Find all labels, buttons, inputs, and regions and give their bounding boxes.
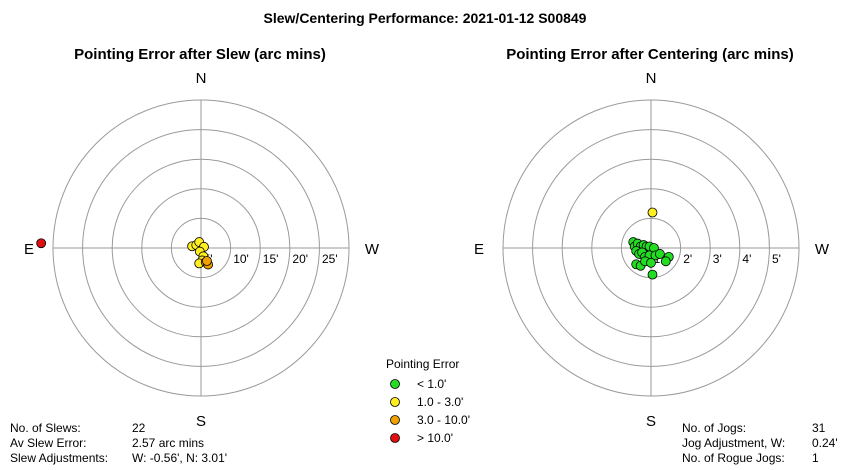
centering-ring-label-2: 2': [683, 252, 692, 266]
data-point: [647, 207, 658, 218]
centering-label-south: S: [646, 413, 656, 430]
legend-item: > 10.0': [390, 431, 453, 445]
slew-ring-label-10: 10': [233, 252, 249, 266]
slew-points: [36, 237, 214, 270]
jog-info: No. of Jogs: 31 Jog Adjustment, W: 0.24'…: [682, 421, 838, 465]
centering-label-north: N: [646, 70, 657, 87]
centering-points: [628, 207, 674, 280]
data-point: [654, 249, 665, 259]
legend-title: Pointing Error: [386, 357, 459, 371]
avg-slew-error-value: 2.57 arc mins: [132, 436, 204, 450]
slew-adjustments-label: Slew Adjustments:: [10, 451, 108, 465]
legend-item: 3.0 - 10.0': [390, 413, 470, 427]
slew-ring-label-20: 20': [292, 252, 308, 266]
slew-label-north: N: [196, 70, 207, 87]
centering-chart: Pointing Error after Centering (arc mins…: [474, 46, 830, 430]
slew-grid: [52, 99, 350, 397]
avg-slew-error-label: Av Slew Error:: [10, 436, 86, 450]
legend-marker: [390, 415, 400, 425]
jog-count-label: No. of Jogs:: [682, 421, 746, 435]
centering-chart-title: Pointing Error after Centering (arc mins…: [506, 46, 794, 63]
main-title: Slew/Centering Performance: 2021-01-12 S…: [264, 10, 587, 26]
legend-marker: [390, 433, 400, 443]
slew-label-west: W: [365, 241, 380, 258]
jog-adjustment-value: 0.24': [812, 436, 838, 450]
slew-ring-label-25: 25': [322, 252, 338, 266]
data-point: [202, 256, 212, 266]
slew-info: No. of Slews: 22 Av Slew Error: 2.57 arc…: [10, 421, 227, 465]
slew-adjustments-value: W: -0.56', N: 3.01': [132, 451, 227, 465]
slew-label-east: E: [24, 241, 34, 258]
data-point: [646, 257, 656, 268]
jog-count-value: 31: [812, 421, 826, 435]
data-point: [660, 256, 671, 267]
centering-ring-label-5: 5': [772, 252, 781, 266]
legend-item: < 1.0': [390, 377, 446, 391]
centering-ring-label-3: 3': [713, 252, 722, 266]
slew-ring-label-15: 15': [263, 252, 279, 266]
legend-label: 1.0 - 3.0': [417, 395, 463, 409]
centering-label-west: W: [815, 241, 830, 258]
jog-adjustment-label: Jog Adjustment, W:: [682, 436, 785, 450]
legend: Pointing Error < 1.0' 1.0 - 3.0' 3.0 - 1…: [386, 357, 470, 445]
slew-chart-title: Pointing Error after Slew (arc mins): [74, 46, 326, 63]
slew-count-value: 22: [132, 421, 146, 435]
centering-label-east: E: [474, 241, 484, 258]
legend-marker: [390, 379, 400, 389]
legend-marker: [390, 397, 400, 407]
rogue-jog-label: No. of Rogue Jogs:: [682, 451, 785, 465]
rogue-jog-value: 1: [812, 451, 819, 465]
slew-count-label: No. of Slews:: [10, 421, 81, 435]
legend-item: 1.0 - 3.0': [390, 395, 463, 409]
legend-label: 3.0 - 10.0': [417, 413, 470, 427]
data-point: [36, 238, 47, 249]
legend-label: < 1.0': [417, 377, 446, 391]
legend-label: > 10.0': [417, 431, 453, 445]
slew-chart: Pointing Error after Slew (arc mins) N S…: [24, 46, 380, 430]
slew-label-south: S: [196, 413, 206, 430]
data-point: [647, 269, 658, 280]
centering-grid: [502, 99, 800, 397]
centering-ring-label-4: 4': [742, 252, 751, 266]
